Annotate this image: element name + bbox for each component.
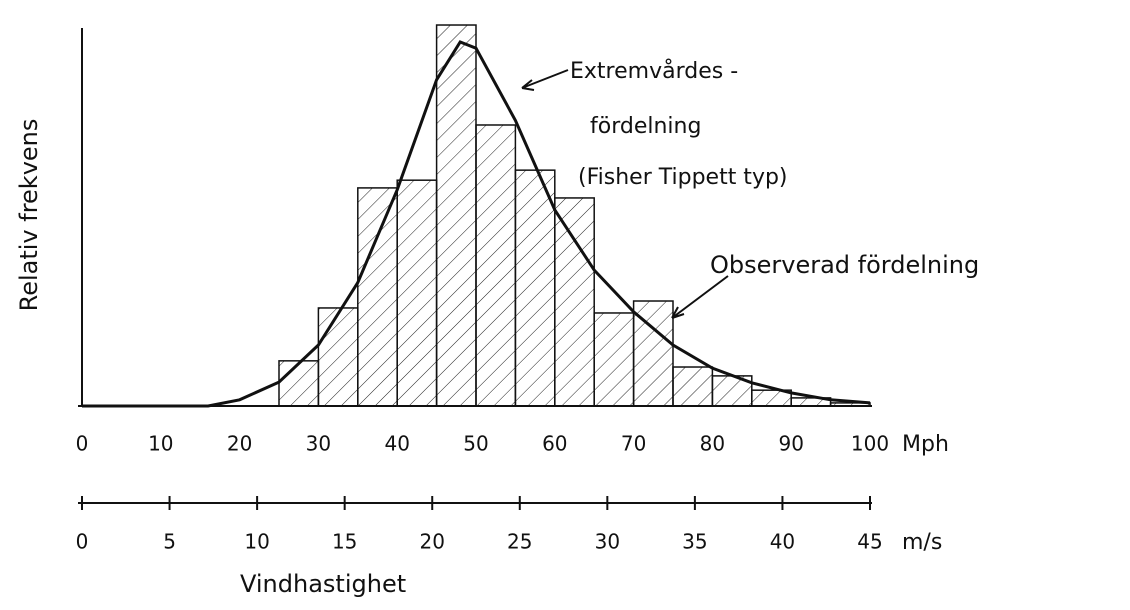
x-tick-label: 70 bbox=[621, 432, 646, 456]
x-tick-label: 80 bbox=[700, 432, 725, 456]
bar bbox=[317, 307, 359, 407]
arrow bbox=[521, 69, 569, 91]
x-axis-label: Vindhastighet bbox=[240, 570, 406, 598]
x-tick-label: 30 bbox=[306, 432, 331, 456]
annotation: fördelning bbox=[590, 114, 701, 139]
bar bbox=[593, 312, 635, 407]
x2-tick-label: 40 bbox=[770, 530, 795, 554]
bar bbox=[435, 24, 477, 407]
x2-tick-label: 30 bbox=[595, 530, 620, 554]
annotation: (Fisher Tippett typ) bbox=[578, 165, 788, 190]
bar bbox=[829, 402, 871, 407]
x2-tick-label: 0 bbox=[76, 530, 89, 554]
x-unit: Mph bbox=[902, 432, 949, 457]
x2-tick-label: 25 bbox=[507, 530, 532, 554]
x2-unit: m/s bbox=[902, 530, 942, 555]
y-axis-label: Relativ frekvens bbox=[15, 119, 43, 312]
x2-tick-label: 5 bbox=[163, 530, 176, 554]
bar bbox=[554, 197, 595, 407]
x2-tick-label: 15 bbox=[332, 530, 357, 554]
x-tick-label: 10 bbox=[148, 432, 173, 456]
arrow bbox=[671, 275, 729, 319]
bar bbox=[514, 169, 556, 407]
x2-tick-label: 20 bbox=[419, 530, 444, 554]
bar bbox=[357, 187, 398, 407]
bar bbox=[475, 124, 517, 407]
x2-tick-label: 10 bbox=[244, 530, 269, 554]
x-tick-label: 40 bbox=[384, 432, 409, 456]
x-tick-label: 50 bbox=[463, 432, 488, 456]
x-tick-label: 0 bbox=[76, 432, 89, 456]
x-tick-label: 100 bbox=[851, 432, 889, 456]
bar bbox=[790, 397, 832, 407]
x-tick-label: 90 bbox=[778, 432, 803, 456]
bar bbox=[396, 179, 438, 407]
fitted-curve bbox=[82, 40, 871, 408]
annotation: Observerad fördelning bbox=[710, 251, 979, 279]
x2-tick-label: 35 bbox=[682, 530, 707, 554]
x-tick-label: 60 bbox=[542, 432, 567, 456]
bar bbox=[278, 360, 320, 407]
x2-tick-label: 45 bbox=[857, 530, 882, 554]
x-tick-label: 20 bbox=[227, 432, 252, 456]
bar bbox=[672, 366, 714, 407]
annotation: Extremvårdes - bbox=[570, 58, 738, 84]
